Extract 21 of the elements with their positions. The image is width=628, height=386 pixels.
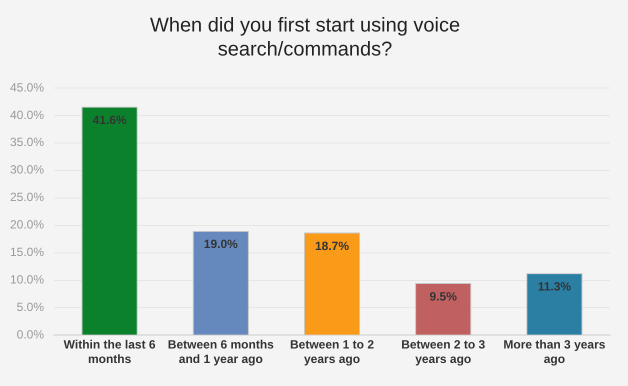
y-tick-label: 15.0%	[10, 245, 44, 260]
y-tick-label: 45.0%	[10, 80, 44, 94]
x-tick-label: Between 2 to 3 years ago	[401, 338, 486, 366]
y-tick-label: 30.0%	[10, 162, 44, 177]
data-label: 19.0%	[204, 237, 238, 252]
y-tick-label: 10.0%	[10, 272, 44, 287]
y-tick-label: 5.0%	[16, 300, 44, 314]
data-label: 9.5%	[430, 289, 458, 304]
data-label: 41.6%	[92, 112, 127, 127]
y-tick-label: 25.0%	[10, 190, 44, 204]
y-tick-label: 0.0%	[16, 328, 44, 342]
x-tick-label: Between 1 to 2 years ago	[290, 338, 374, 366]
y-tick-label: 35.0%	[10, 135, 44, 150]
y-tick-label: 40.0%	[10, 108, 44, 122]
y-tick-label: 20.0%	[10, 218, 44, 232]
x-tick-label: Between 6 months and 1 year ago	[168, 338, 274, 366]
data-label: 11.3%	[538, 279, 572, 294]
x-tick-label: More than 3 years ago	[503, 338, 606, 366]
x-tick-label: Within the last 6 months	[64, 338, 156, 366]
chart-title: When did you first start using voice search/commands?	[150, 14, 460, 61]
data-label: 18.7%	[314, 238, 350, 253]
